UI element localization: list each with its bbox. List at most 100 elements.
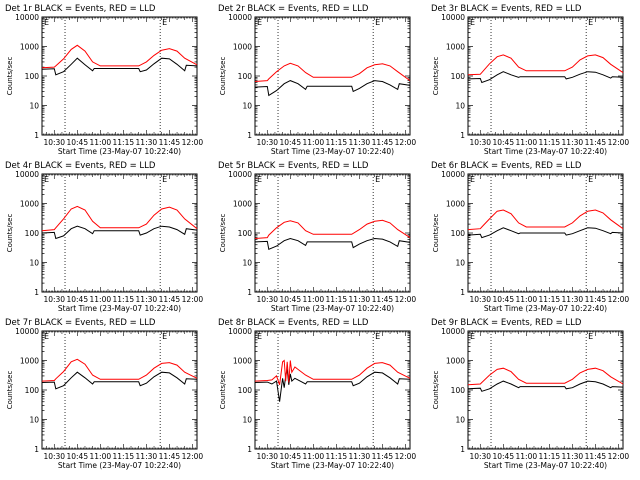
x-axis-label: Start Time (23-May-07 10:22:40) — [58, 461, 181, 470]
y-tick-label: 1 — [460, 131, 465, 140]
x-tick-label: 12:00 — [182, 295, 204, 304]
x-tick-label: 11:45 — [585, 295, 607, 304]
x-tick-label: 10:45 — [492, 452, 514, 461]
y-tick-label: 1 — [34, 445, 39, 454]
x-tick-label: 11:15 — [539, 452, 561, 461]
y-tick-label: 10000 — [441, 327, 465, 336]
start-marker: E — [44, 18, 49, 27]
x-tick-label: 11:00 — [90, 295, 112, 304]
x-tick-label: 11:15 — [539, 295, 561, 304]
y-tick-label: 1000 — [446, 357, 465, 366]
x-tick-label: 11:15 — [326, 452, 348, 461]
x-tick-label: 11:15 — [326, 138, 348, 147]
x-tick-label: 11:45 — [372, 295, 394, 304]
start-marker: E — [257, 332, 262, 341]
panel-title: Det 3r BLACK = Events, RED = LLD — [431, 4, 582, 14]
series-lld-line — [41, 358, 198, 382]
y-tick-label: 10000 — [15, 327, 39, 336]
x-tick-label: 12:00 — [608, 452, 630, 461]
y-tick-label: 1 — [34, 288, 39, 297]
start-marker: E — [470, 18, 475, 27]
plot-frame — [41, 173, 198, 293]
x-tick-label: 10:45 — [279, 138, 301, 147]
end-marker: E — [588, 332, 593, 341]
x-axis-label: Start Time (23-May-07 10:22:40) — [484, 304, 607, 313]
x-tick-label: 11:45 — [585, 452, 607, 461]
x-tick-label: 11:45 — [159, 452, 181, 461]
y-axis-label: Counts/sec — [432, 214, 440, 253]
y-tick-label: 1 — [460, 445, 465, 454]
plot-frame — [41, 16, 198, 136]
series-lld-line — [41, 44, 198, 69]
x-tick-label: 12:00 — [608, 138, 630, 147]
y-axis-label: Counts/sec — [219, 214, 227, 253]
panel-4: Det 4r BLACK = Events, RED = LLD 1 10 100 10… — [5, 161, 203, 313]
panel-2: Det 2r BLACK = Events, RED = LLD 1 10 100 10… — [218, 4, 416, 156]
series-lld-line — [254, 219, 411, 239]
start-marker: E — [44, 175, 49, 184]
x-tick-label: 11:15 — [113, 295, 135, 304]
y-axis-label: Counts/sec — [432, 57, 440, 96]
x-tick-label: 10:30 — [43, 138, 65, 147]
start-marker: E — [257, 175, 262, 184]
x-tick-label: 11:15 — [113, 452, 135, 461]
series-events-line — [41, 371, 198, 390]
y-tick-label: 1000 — [233, 200, 252, 209]
x-axis-label: Start Time (23-May-07 10:22:40) — [58, 147, 181, 156]
panel-title: Det 4r BLACK = Events, RED = LLD — [5, 161, 156, 171]
series-lld-line — [467, 367, 624, 386]
y-tick-label: 100 — [451, 229, 466, 238]
y-tick-label: 1000 — [20, 43, 39, 52]
end-marker: E — [588, 175, 593, 184]
x-tick-label: 11:00 — [90, 452, 112, 461]
panel-8: Det 8r BLACK = Events, RED = LLD 1 10 100 10… — [218, 318, 416, 470]
y-axis-label: Counts/sec — [219, 371, 227, 410]
x-tick-label: 11:30 — [349, 452, 371, 461]
y-tick-label: 1000 — [446, 43, 465, 52]
x-tick-label: 10:45 — [66, 138, 88, 147]
x-tick-label: 11:30 — [136, 138, 158, 147]
start-marker: E — [44, 332, 49, 341]
y-tick-label: 100 — [238, 229, 253, 238]
panel-1: Det 1r BLACK = Events, RED = LLD 1 10 100 10… — [5, 4, 203, 156]
y-tick-label: 100 — [238, 72, 253, 81]
panel-3: Det 3r BLACK = Events, RED = LLD 1 10 100 10… — [431, 4, 629, 156]
y-tick-label: 100 — [25, 386, 40, 395]
y-axis-label: Counts/sec — [6, 214, 14, 253]
series-lld-line — [467, 209, 624, 231]
panel-7: Det 7r BLACK = Events, RED = LLD 1 10 100 10… — [5, 318, 203, 470]
end-marker: E — [162, 18, 167, 27]
y-tick-label: 1 — [247, 445, 252, 454]
plot-frame — [467, 330, 624, 450]
end-marker: E — [375, 175, 380, 184]
x-tick-label: 10:45 — [66, 452, 88, 461]
x-tick-label: 10:30 — [469, 452, 491, 461]
series-events-line — [467, 380, 624, 392]
series-events-line — [467, 227, 624, 239]
x-tick-label: 11:30 — [136, 295, 158, 304]
y-tick-label: 10000 — [228, 13, 252, 22]
y-tick-label: 1000 — [20, 357, 39, 366]
series-events-line — [254, 237, 411, 250]
x-tick-label: 11:15 — [113, 138, 135, 147]
x-tick-label: 10:45 — [492, 138, 514, 147]
y-tick-label: 10 — [29, 416, 39, 425]
plot-frame — [254, 16, 411, 136]
x-tick-label: 10:30 — [256, 295, 278, 304]
x-tick-label: 11:00 — [516, 138, 538, 147]
x-axis-label: Start Time (23-May-07 10:22:40) — [271, 304, 394, 313]
start-marker: E — [470, 332, 475, 341]
start-marker: E — [470, 175, 475, 184]
y-tick-label: 100 — [25, 229, 40, 238]
panel-5: Det 5r BLACK = Events, RED = LLD 1 10 100 10… — [218, 161, 416, 313]
series-events-line — [41, 57, 198, 76]
x-tick-label: 12:00 — [182, 452, 204, 461]
x-tick-label: 12:00 — [395, 295, 417, 304]
plot-frame — [41, 330, 198, 450]
x-tick-label: 11:00 — [303, 295, 325, 304]
x-tick-label: 10:45 — [279, 452, 301, 461]
end-marker: E — [162, 175, 167, 184]
x-tick-label: 10:30 — [256, 138, 278, 147]
series-lld-line — [254, 62, 411, 82]
